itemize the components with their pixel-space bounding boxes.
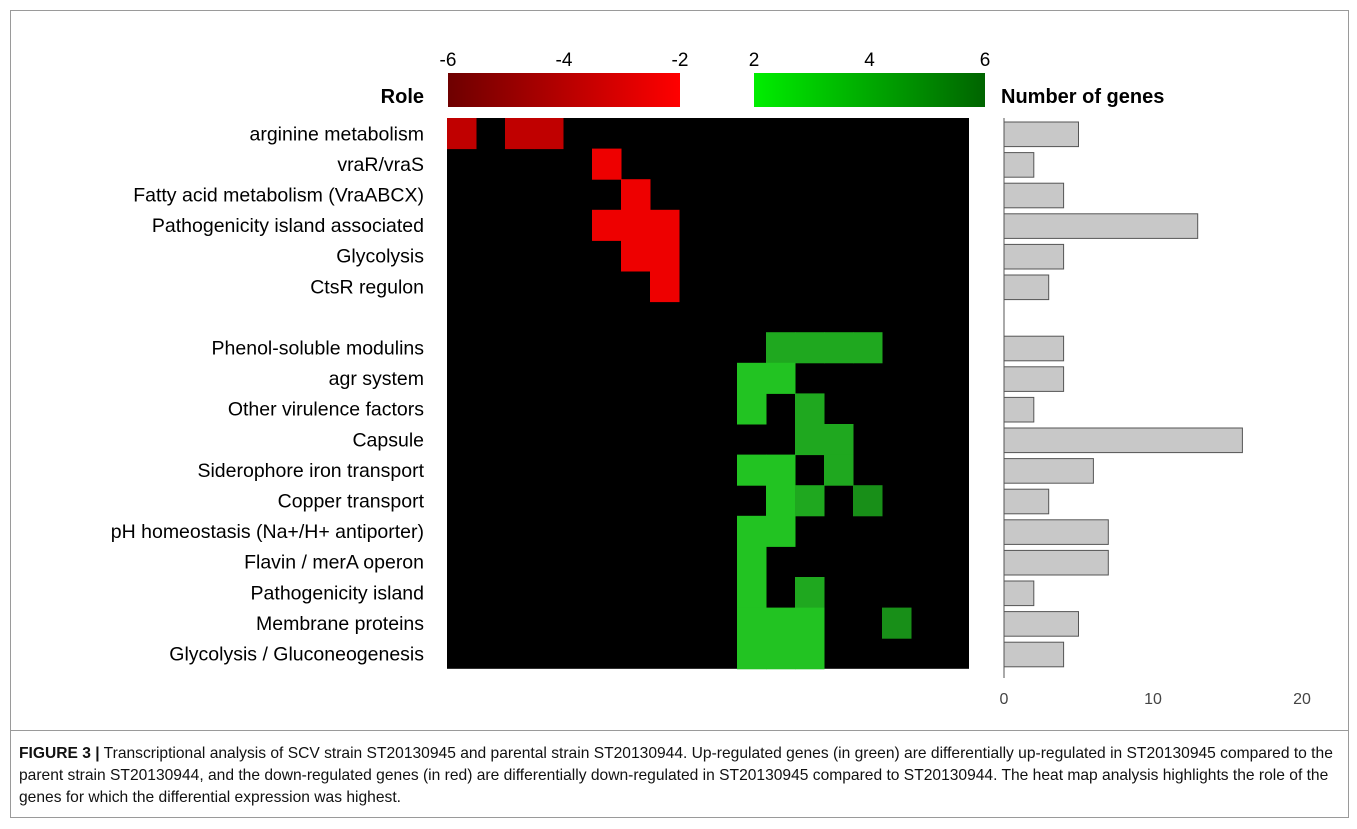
heatmap-cell [853,485,883,517]
heatmap-row-label: Glycolysis / Gluconeogenesis [169,644,424,666]
heatmap-row-label: pH homeostasis (Na+/H+ antiporter) [111,521,424,543]
bar [1003,549,1109,576]
heatmap-cell [737,515,767,547]
heatmap-cell [505,118,535,150]
bar [1003,366,1065,392]
heatmap-cell [621,179,651,211]
caption-label: FIGURE 3 | [19,745,100,762]
heatmap-cell [766,362,796,394]
bar-x-tick-label: 10 [1144,691,1162,708]
caption-divider [11,730,1348,731]
heatmap-cell [795,485,825,517]
bar [1003,121,1079,148]
figure-frame: Role -6 -4 -2 2 4 6 arginine metabolism vraR/vra… [10,10,1349,818]
heatmap-cell [534,118,564,150]
heatmap-cell [737,454,767,486]
bar [1003,335,1065,362]
bar [1003,243,1065,270]
bar [1003,488,1050,515]
bar [1003,396,1035,423]
colorbar-up-tick-label: 2 [749,50,760,71]
bar [1003,274,1050,301]
heatmap-cell [824,454,854,486]
bar [1003,519,1109,545]
heatmap-cell [766,607,796,639]
bar [1003,152,1035,178]
heatmap-row-label: Siderophore iron transport [197,460,424,482]
heatmap-row-label: Phenol-soluble modulins [212,338,425,360]
heatmap-cell [737,393,767,425]
heatmap-background [447,118,969,669]
bar [1003,427,1243,454]
heatmap-cell [650,209,680,241]
heatmap-cell [621,209,651,241]
bar [1003,580,1035,607]
figure-caption: FIGURE 3 | Transcriptional analysis of S… [19,743,1344,809]
heatmap-cell [795,638,825,670]
heatmap-cell [737,546,767,578]
heatmap-row-label: vraR/vraS [337,154,424,176]
heatmap-cell [621,240,651,272]
heatmap-row-label: arginine metabolism [249,123,424,145]
heatmap-cell [650,240,680,272]
heatmap-cell [853,332,883,364]
figure-chart: Role -6 -4 -2 2 4 6 arginine metabolism vraR/vra… [111,50,1311,708]
role-header: Role [381,86,424,108]
colorbar-up-tick-label: 4 [864,50,875,71]
bar [1003,182,1065,209]
heatmap-row-label: Membrane proteins [256,613,424,635]
heatmap-cell [766,332,796,364]
bar [1003,611,1079,637]
heatmap-cell [592,148,622,180]
heatmap-cell [766,638,796,670]
heatmap-row-label: Capsule [352,429,424,451]
heatmap-cell [737,362,767,394]
heatmap-cell [795,332,825,364]
heatmap-cell [447,118,477,150]
heatmap-cell [766,485,796,517]
heatmap-cell [592,209,622,241]
bar-x-tick-label: 0 [1000,691,1009,708]
heatmap-cell [766,454,796,486]
heatmap-cell [737,577,767,609]
heatmap-row-label: Other virulence factors [228,399,424,421]
bar [1003,641,1065,668]
heatmap-cell [795,577,825,609]
bar-x-tick-label: 20 [1293,691,1311,708]
heatmap-cell [650,271,680,303]
heatmap-row-label: agr system [329,368,424,390]
colorbar-down-tick-label: -2 [672,50,689,71]
heatmap-row-label: Copper transport [278,491,425,513]
heatmap-cell [737,638,767,670]
colorbar-up [754,73,985,107]
heatmap-row-label: CtsR regulon [310,276,424,298]
bar [1003,213,1199,239]
colorbar-up-tick-label: 6 [980,50,991,71]
colorbar-down-tick-label: -6 [440,50,457,71]
heatmap-cell [795,393,825,425]
bar [1003,458,1094,484]
heatmap-cell [824,332,854,364]
bar-chart-title: Number of genes [1001,86,1164,108]
heatmap-row-label: Pathogenicity island associated [152,215,424,237]
heatmap-cell [795,607,825,639]
heatmap-cell [882,607,912,639]
heatmap-row-label: Glycolysis [336,246,424,268]
heatmap-row-label: Flavin / merA operon [244,552,424,574]
heatmap-cell [737,607,767,639]
heatmap-cell [766,515,796,547]
caption-text: Transcriptional analysis of SCV strain S… [19,745,1333,806]
heatmap-cell [824,424,854,456]
colorbar-down [448,73,680,107]
colorbar-down-tick-label: -4 [556,50,573,71]
heatmap-cell [795,424,825,456]
heatmap-row-label: Pathogenicity island [251,582,424,604]
heatmap-row-label: Fatty acid metabolism (VraABCX) [133,185,424,207]
